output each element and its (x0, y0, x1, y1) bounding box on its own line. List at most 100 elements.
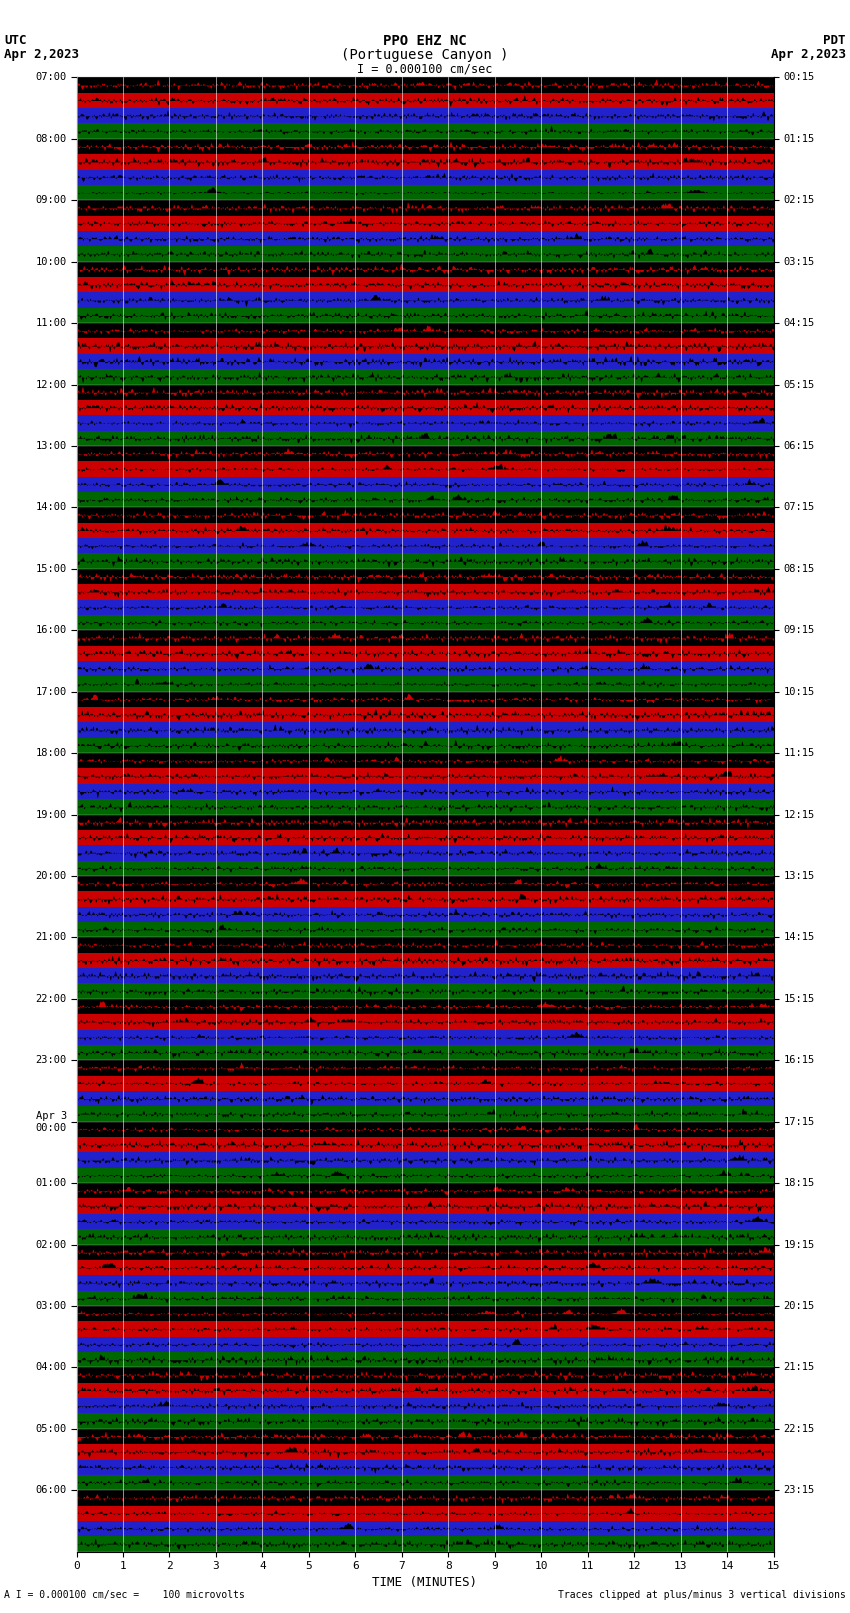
Bar (76, 508, 774, 523)
Bar (76, 1107, 774, 1121)
Text: PDT: PDT (824, 34, 846, 47)
Bar (76, 1337, 774, 1352)
Bar (76, 1474, 774, 1490)
Bar (76, 277, 774, 292)
Bar (76, 477, 774, 492)
Bar (76, 923, 774, 937)
Bar (76, 400, 774, 415)
Bar (76, 1060, 774, 1076)
Bar (76, 369, 774, 384)
Bar (76, 753, 774, 768)
Bar (76, 1536, 774, 1552)
Text: Apr 2,2023: Apr 2,2023 (4, 48, 79, 61)
Bar (76, 353, 774, 369)
Bar (76, 1460, 774, 1474)
Bar (76, 1521, 774, 1536)
Bar (76, 937, 774, 953)
Text: UTC: UTC (4, 34, 26, 47)
Bar (76, 247, 774, 261)
Bar (76, 1090, 774, 1107)
Bar (76, 1137, 774, 1152)
Bar (76, 185, 774, 200)
Bar (76, 1045, 774, 1060)
Bar (76, 1307, 774, 1321)
Bar (76, 523, 774, 539)
Bar (76, 661, 774, 676)
Bar (76, 1245, 774, 1260)
Bar (76, 984, 774, 998)
Bar (76, 907, 774, 923)
Bar (76, 308, 774, 323)
Bar (76, 569, 774, 584)
Bar (76, 1015, 774, 1029)
Bar (76, 1505, 774, 1521)
Bar (76, 1121, 774, 1137)
Text: I = 0.000100 cm/sec: I = 0.000100 cm/sec (357, 63, 493, 76)
Bar (76, 261, 774, 277)
Bar (76, 1168, 774, 1184)
Bar (76, 968, 774, 984)
Bar (76, 998, 774, 1015)
Bar (76, 539, 774, 553)
Bar (76, 676, 774, 692)
Bar (76, 845, 774, 861)
Bar (76, 1276, 774, 1290)
Bar (76, 723, 774, 737)
Bar (76, 384, 774, 400)
Bar (76, 831, 774, 845)
Bar (76, 1260, 774, 1276)
Bar (76, 798, 774, 815)
Bar (76, 1444, 774, 1460)
Bar (76, 737, 774, 753)
Bar (76, 1076, 774, 1090)
Bar (76, 892, 774, 907)
Bar (76, 339, 774, 353)
Bar (76, 1490, 774, 1505)
Bar (76, 94, 774, 108)
Text: PPO EHZ NC: PPO EHZ NC (383, 34, 467, 48)
Bar (76, 492, 774, 508)
Bar (76, 768, 774, 784)
Bar (76, 431, 774, 447)
Bar (76, 139, 774, 155)
Bar (76, 953, 774, 968)
Bar (76, 1229, 774, 1245)
Bar (76, 1215, 774, 1229)
Bar (76, 553, 774, 569)
Bar (76, 108, 774, 124)
Bar (76, 692, 774, 706)
Bar (76, 1184, 774, 1198)
Bar (76, 155, 774, 169)
Bar (76, 861, 774, 876)
Bar (76, 631, 774, 645)
Bar (76, 1429, 774, 1444)
X-axis label: TIME (MINUTES): TIME (MINUTES) (372, 1576, 478, 1589)
Bar (76, 1368, 774, 1382)
Bar (76, 1198, 774, 1215)
Bar (76, 200, 774, 216)
Bar (76, 784, 774, 798)
Bar (76, 292, 774, 308)
Bar (76, 323, 774, 339)
Bar (76, 461, 774, 477)
Bar (76, 1029, 774, 1045)
Bar (76, 600, 774, 615)
Text: Apr 2,2023: Apr 2,2023 (771, 48, 846, 61)
Bar (76, 1413, 774, 1429)
Bar (76, 231, 774, 247)
Bar (76, 706, 774, 723)
Bar (76, 415, 774, 431)
Bar (76, 1352, 774, 1368)
Text: (Portuguese Canyon ): (Portuguese Canyon ) (341, 48, 509, 63)
Bar (76, 645, 774, 661)
Bar (76, 1382, 774, 1398)
Bar (76, 1152, 774, 1168)
Bar (76, 216, 774, 231)
Bar (76, 77, 774, 94)
Bar (76, 1398, 774, 1413)
Bar (76, 815, 774, 831)
Text: Traces clipped at plus/minus 3 vertical divisions: Traces clipped at plus/minus 3 vertical … (558, 1590, 846, 1600)
Text: A I = 0.000100 cm/sec =    100 microvolts: A I = 0.000100 cm/sec = 100 microvolts (4, 1590, 245, 1600)
Bar (76, 1290, 774, 1307)
Bar (76, 124, 774, 139)
